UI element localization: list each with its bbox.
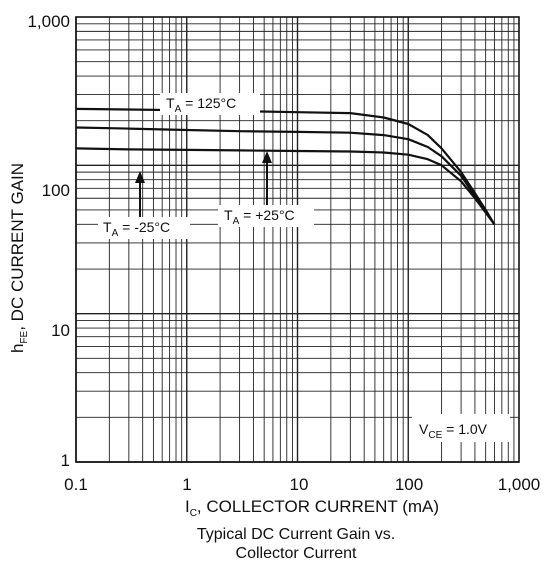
label-m25-bg xyxy=(98,217,190,239)
x-axis-title: IC, COLLECTOR CURRENT (mA) xyxy=(185,497,439,519)
y-tick-label: 1,000 xyxy=(27,12,70,31)
label-125-bg xyxy=(160,93,260,115)
grid xyxy=(75,16,520,463)
series-curve-1 xyxy=(75,126,496,226)
y-axis-title: hFE, DC CURRENT GAIN xyxy=(8,163,30,353)
y-tick-label: 10 xyxy=(51,321,70,340)
x-tick-label: 1 xyxy=(182,475,191,494)
condition-label: VCE = 1.0V xyxy=(419,421,488,441)
series-label-125: TA = 125°C xyxy=(166,95,236,115)
arrow-25-head xyxy=(262,151,272,163)
x-tick-label: 100 xyxy=(395,475,423,494)
caption-line-1: Typical DC Current Gain vs. xyxy=(197,526,395,543)
series-curve-2 xyxy=(75,147,496,226)
condition-label-bg xyxy=(412,414,510,442)
x-tick-label: 10 xyxy=(290,475,309,494)
plot-frame xyxy=(75,16,520,463)
series-label-25: TA = +25°C xyxy=(224,207,295,227)
label-25-bg xyxy=(218,205,314,227)
y-tick-label: 1 xyxy=(61,451,70,470)
y-tick-label: 100 xyxy=(42,181,70,200)
caption-line-2: Collector Current xyxy=(236,545,357,562)
series-label-m25: TA = -25°C xyxy=(103,219,170,239)
arrow-m25-head xyxy=(135,171,145,183)
x-tick-label: 1,000 xyxy=(498,475,541,494)
x-tick-label: 0.1 xyxy=(64,475,88,494)
